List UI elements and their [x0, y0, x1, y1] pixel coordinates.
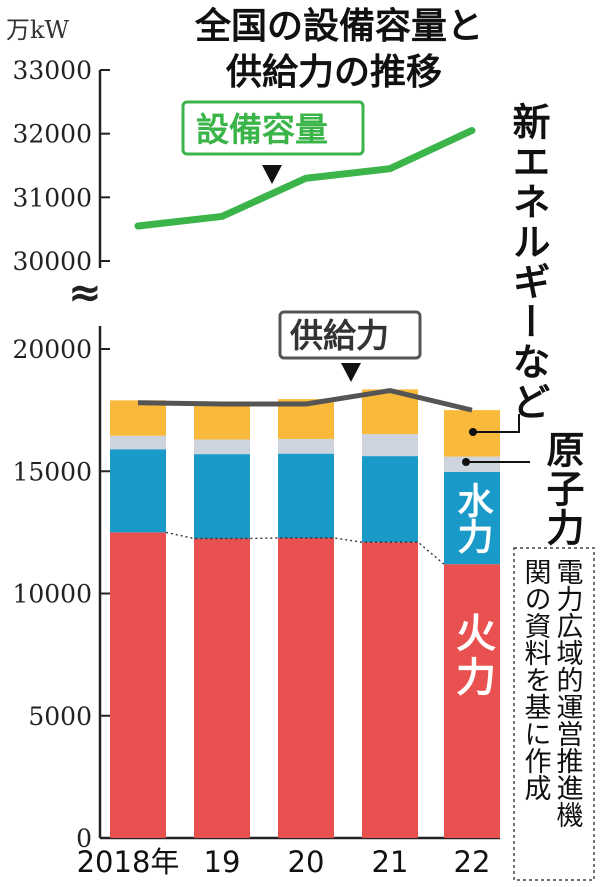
x-tick-label: 22 [454, 845, 491, 879]
y-tick-labels: 0 5000 10000 15000 20000 30000 31000 32000 33000 [12, 56, 110, 853]
supply-callout-label: 供給力 [290, 316, 389, 355]
y-tick-label: 32000 [12, 120, 92, 149]
supply-line [137, 388, 473, 413]
bar-hydro-4 [444, 471, 500, 565]
bar-renewable-0 [110, 400, 166, 436]
hydro-series-label: 水力 [452, 482, 494, 554]
bar-hydro-1 [194, 454, 250, 539]
x-tick-label: 20 [288, 845, 325, 879]
bar-thermal-0 [110, 532, 166, 838]
bar-thermal-4 [444, 564, 500, 838]
bar-stacks [110, 389, 500, 838]
bar-thermal-1 [194, 538, 250, 838]
y-tick-label: 33000 [12, 56, 92, 85]
thermal-connector-line [165, 531, 445, 565]
bar-thermal-2 [278, 537, 334, 838]
nuclear-series-label: 原子力 [540, 430, 584, 547]
capacity-callout-box [181, 100, 365, 156]
y-tick-label: 30000 [12, 247, 92, 276]
chart-title-line2: 供給力の推移 [226, 52, 442, 93]
renewable-series-label: 新エネルギーなど [506, 102, 550, 422]
bar-nuclear-2 [278, 438, 334, 454]
bar-hydro-3 [362, 456, 418, 543]
source-note-box [513, 547, 595, 881]
bar-renewable-1 [194, 401, 250, 440]
source-note-line2: 関の資料を基に作成 [520, 558, 552, 801]
bar-hydro-2 [278, 453, 334, 538]
axis-break-mark: ≈ [68, 270, 102, 316]
x-tick-label: 21 [372, 845, 409, 879]
unit-label: 万kW [6, 16, 70, 44]
capacity-callout-label: 設備容量 [196, 110, 328, 149]
y-tick-label: 5000 [28, 702, 92, 731]
y-tick-label: 0 [76, 824, 92, 853]
bar-nuclear-4 [444, 456, 500, 472]
y-tick-label: 31000 [12, 183, 92, 212]
source-note-line1: 電力広域的運営推進機 [552, 558, 584, 828]
bar-nuclear-0 [110, 435, 166, 450]
supply-callout-arrow [341, 363, 361, 382]
x-tick-label: 19 [204, 845, 241, 879]
x-tick-labels: 2018年 19 20 21 22 [77, 845, 491, 879]
supply-callout-box [278, 310, 422, 360]
y-tick-label: 15000 [12, 457, 92, 486]
bar-hydro-0 [110, 449, 166, 533]
bar-thermal-3 [362, 542, 418, 838]
bar-nuclear-1 [194, 439, 250, 455]
chart-title-line1: 全国の設備容量と [194, 5, 483, 47]
bar-nuclear-3 [362, 434, 418, 457]
capacity-callout-arrow [262, 165, 282, 184]
y-tick-label: 10000 [12, 580, 92, 609]
renewable-leader-dot [469, 428, 477, 436]
thermal-series-label: 火力 [449, 612, 496, 700]
axis-break-mask [88, 268, 112, 326]
capacity-line [134, 126, 476, 230]
y-tick-label: 20000 [12, 335, 92, 364]
x-tick-label: 2018年 [77, 845, 180, 879]
renewable-leader-line [470, 414, 520, 433]
nuclear-leader-dot [462, 458, 470, 466]
